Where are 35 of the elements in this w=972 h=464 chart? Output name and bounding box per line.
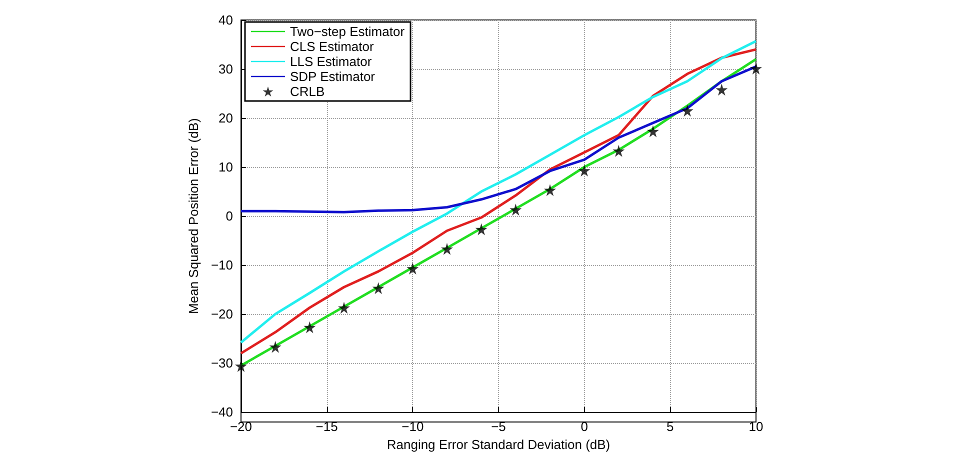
legend-label: Two−step Estimator — [290, 24, 406, 39]
x-tick-label: −10 — [402, 419, 424, 434]
legend-label: CRLB — [290, 84, 325, 99]
point — [681, 104, 694, 117]
x-axis-title: Ranging Error Standard Deviation (dB) — [386, 437, 610, 452]
x-tick-label: −20 — [230, 419, 252, 434]
y-tick-label: 0 — [226, 208, 233, 224]
point — [750, 62, 762, 75]
point — [372, 282, 384, 294]
y-tick-label: 30 — [218, 62, 233, 77]
y-tick-label: 20 — [218, 110, 233, 126]
y-tick-label: −30 — [210, 356, 233, 371]
point — [269, 340, 282, 353]
legend-label: CLS Estimator — [290, 39, 374, 54]
x-tick-label: 10 — [748, 419, 764, 434]
point — [510, 204, 522, 216]
point — [647, 125, 659, 138]
point — [475, 223, 488, 236]
point — [235, 360, 247, 372]
point — [338, 302, 350, 314]
y-tick-label: −20 — [210, 306, 233, 322]
legend-label: SDP Estimator — [290, 69, 376, 84]
point — [304, 321, 316, 334]
point — [441, 242, 453, 255]
y-tick-label: 10 — [218, 160, 233, 175]
point — [612, 144, 625, 157]
y-axis-title: Mean Squared Position Error (dB) — [186, 118, 202, 314]
point — [716, 84, 728, 96]
y-tick-label: 40 — [218, 12, 233, 28]
y-tick-label: −10 — [210, 258, 233, 273]
y-tick-label: −40 — [210, 404, 233, 420]
point — [544, 184, 556, 196]
point — [406, 262, 419, 274]
legend-label: LLS Estimator — [290, 54, 372, 69]
point — [578, 164, 590, 176]
